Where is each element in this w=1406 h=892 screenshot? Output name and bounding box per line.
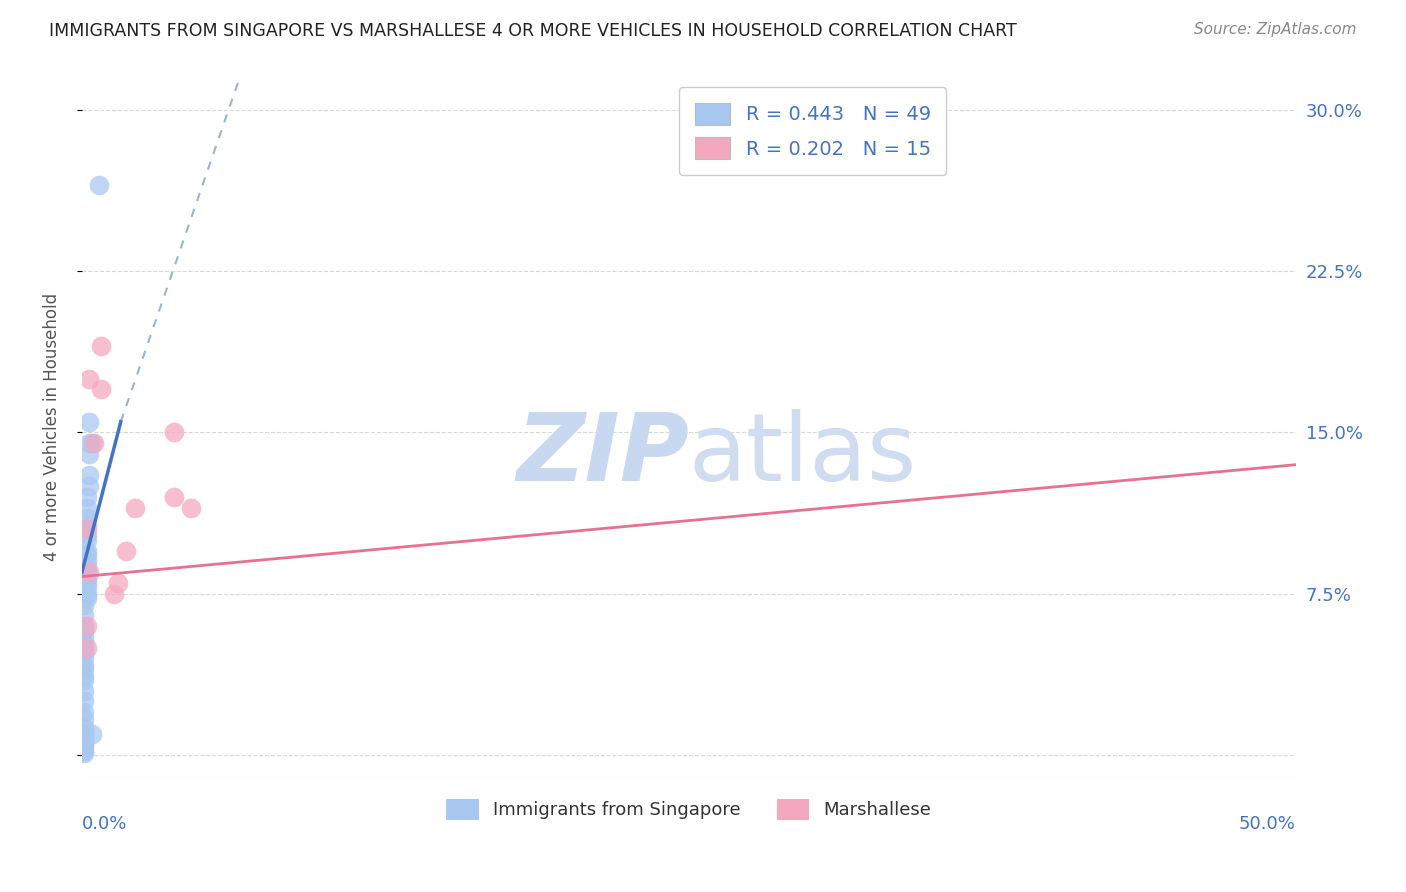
Point [73, 694, 96, 708]
Point [76, 526, 98, 541]
Point [76, 533, 98, 547]
Point [163, 490, 186, 504]
Point [76, 591, 98, 605]
Text: atlas: atlas [689, 409, 917, 501]
Point [77, 447, 100, 461]
Point [73, 720, 96, 734]
Point [73, 737, 96, 751]
Point [73, 731, 96, 745]
Point [76, 554, 98, 568]
Point [73, 619, 96, 633]
Point [73, 640, 96, 655]
Point [76, 490, 98, 504]
Point [73, 651, 96, 665]
Y-axis label: 4 or more Vehicles in Household: 4 or more Vehicles in Household [44, 293, 60, 561]
Point [76, 572, 98, 586]
Point [90, 339, 112, 353]
Point [73, 598, 96, 612]
Point [76, 587, 98, 601]
Point [80, 436, 103, 450]
Point [77, 468, 100, 483]
Point [76, 566, 98, 580]
Point [76, 558, 98, 573]
Point [73, 624, 96, 638]
Point [73, 735, 96, 749]
Text: 50.0%: 50.0% [1239, 815, 1296, 833]
Point [76, 500, 98, 515]
Text: Source: ZipAtlas.com: Source: ZipAtlas.com [1194, 22, 1357, 37]
Point [80, 726, 103, 740]
Point [180, 500, 202, 515]
Point [73, 746, 96, 760]
Point [73, 673, 96, 687]
Point [103, 587, 125, 601]
Point [73, 636, 96, 650]
Point [77, 436, 100, 450]
Point [73, 744, 96, 758]
Point [77, 479, 100, 493]
Point [73, 630, 96, 644]
Text: IMMIGRANTS FROM SINGAPORE VS MARSHALLESE 4 OR MORE VEHICLES IN HOUSEHOLD CORRELA: IMMIGRANTS FROM SINGAPORE VS MARSHALLESE… [49, 22, 1017, 40]
Point [124, 500, 146, 515]
Point [73, 657, 96, 672]
Point [77, 566, 100, 580]
Legend: Immigrants from Singapore, Marshallese: Immigrants from Singapore, Marshallese [439, 792, 939, 827]
Point [73, 608, 96, 623]
Point [73, 705, 96, 719]
Point [76, 543, 98, 558]
Point [76, 576, 98, 591]
Point [76, 619, 98, 633]
Point [73, 662, 96, 676]
Point [163, 425, 186, 440]
Point [76, 580, 98, 594]
Point [76, 511, 98, 525]
Point [77, 415, 100, 429]
Point [73, 712, 96, 726]
Point [73, 668, 96, 682]
Point [73, 683, 96, 698]
Point [114, 543, 136, 558]
Point [76, 640, 98, 655]
Point [87, 178, 110, 192]
Point [76, 522, 98, 536]
Point [76, 548, 98, 562]
Point [107, 576, 129, 591]
Point [76, 517, 98, 532]
Text: ZIP: ZIP [516, 409, 689, 501]
Text: 0.0%: 0.0% [82, 815, 128, 833]
Point [73, 726, 96, 740]
Point [73, 739, 96, 754]
Point [83, 436, 105, 450]
Point [73, 645, 96, 659]
Point [77, 371, 100, 385]
Point [90, 383, 112, 397]
